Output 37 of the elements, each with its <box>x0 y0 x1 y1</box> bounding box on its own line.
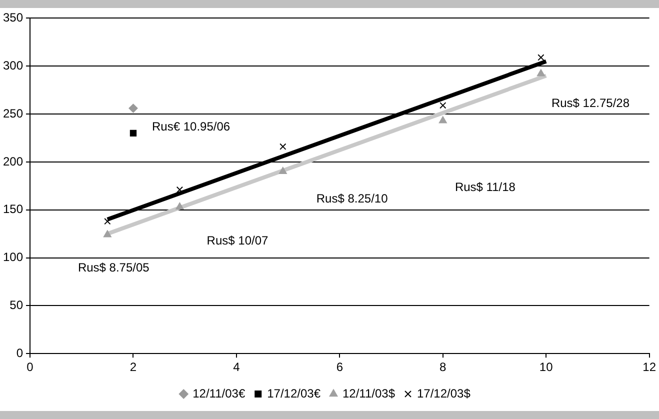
annotation: Rus$ 11/18 <box>454 180 516 194</box>
point <box>536 69 545 76</box>
x-tick-label: 8 <box>440 360 447 374</box>
y-tick-label: 200 <box>2 154 24 168</box>
point <box>130 130 137 137</box>
y-tick-label: 150 <box>2 202 24 216</box>
x-tick-label: 10 <box>539 360 554 374</box>
point <box>280 143 286 150</box>
point <box>538 54 544 61</box>
legend-label: 12/11/03$ <box>342 386 396 400</box>
point <box>128 104 138 113</box>
legend-label: 17/12/03€ <box>267 386 321 400</box>
annotation: Rus$ 8.75/05 <box>78 260 150 274</box>
legend-label: 17/12/03$ <box>416 386 471 400</box>
annotation: Rus€ 10.95/06 <box>152 120 230 134</box>
y-tick-label: 250 <box>2 106 24 120</box>
x-tick-label: 2 <box>130 360 137 374</box>
x-tick-label: 0 <box>26 360 34 374</box>
point <box>440 102 446 109</box>
legend-label: 12/11/03€ <box>192 386 246 400</box>
y-tick-label: 100 <box>2 250 24 264</box>
point <box>103 230 112 238</box>
point <box>104 218 111 225</box>
point <box>176 202 184 210</box>
y-tick-label: 350 <box>2 10 24 25</box>
point <box>278 167 287 174</box>
y-tick-label: 50 <box>10 298 24 312</box>
annotation: Rus$ 12.75/28 <box>551 96 630 110</box>
x-tick-label: 12 <box>642 360 656 374</box>
annotation: Rus$ 10/07 <box>206 234 268 248</box>
annotation: Rus$ 8.25/10 <box>316 192 388 206</box>
x-tick-label: 6 <box>336 360 344 374</box>
y-tick-label: 0 <box>16 346 24 360</box>
y-tick-label: 300 <box>2 58 24 72</box>
point <box>176 186 184 194</box>
x-tick-label: 4 <box>233 360 240 374</box>
point <box>438 116 447 124</box>
